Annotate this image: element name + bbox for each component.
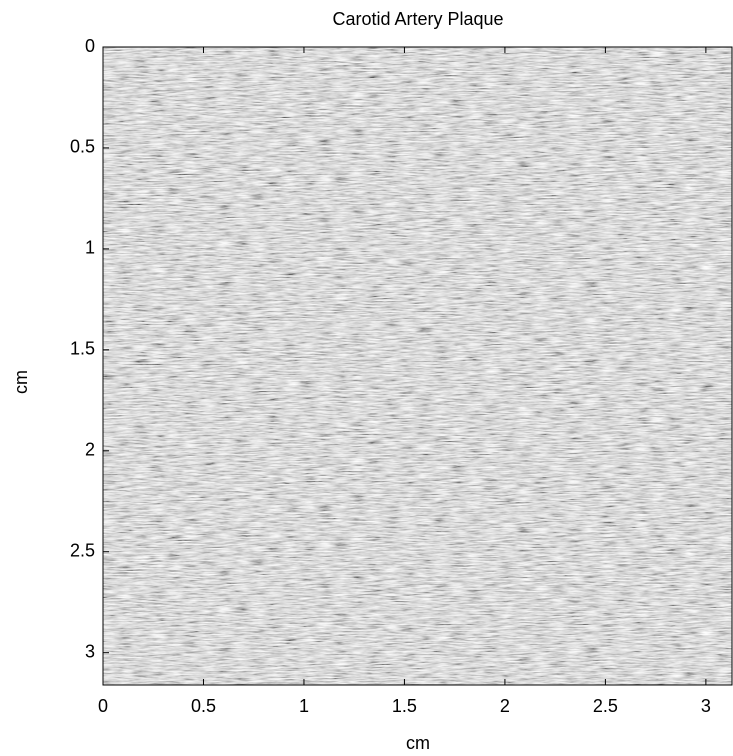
y-tick-label: 1 xyxy=(85,238,95,258)
y-tick-label: 3 xyxy=(85,641,95,661)
y-tick-label: 2.5 xyxy=(70,540,95,560)
chart-title: Carotid Artery Plaque xyxy=(332,9,503,29)
y-tick-label: 2 xyxy=(85,440,95,460)
x-tick-label: 3 xyxy=(701,696,711,716)
image xyxy=(103,47,732,685)
y-tick-label: 0.5 xyxy=(70,137,95,157)
x-axis-label: cm xyxy=(406,733,430,753)
x-tick-label: 2 xyxy=(500,696,510,716)
x-tick-label: 0.5 xyxy=(191,696,216,716)
x-tick-label: 2.5 xyxy=(593,696,618,716)
x-tick-label: 1.5 xyxy=(392,696,417,716)
y-tick-label: 1.5 xyxy=(70,339,95,359)
x-tick-label: 0 xyxy=(98,696,108,716)
x-tick-label: 1 xyxy=(299,696,309,716)
axes-box xyxy=(102,46,733,686)
y-tick-label: 0 xyxy=(85,36,95,56)
y-axis-label: cm xyxy=(11,370,31,394)
